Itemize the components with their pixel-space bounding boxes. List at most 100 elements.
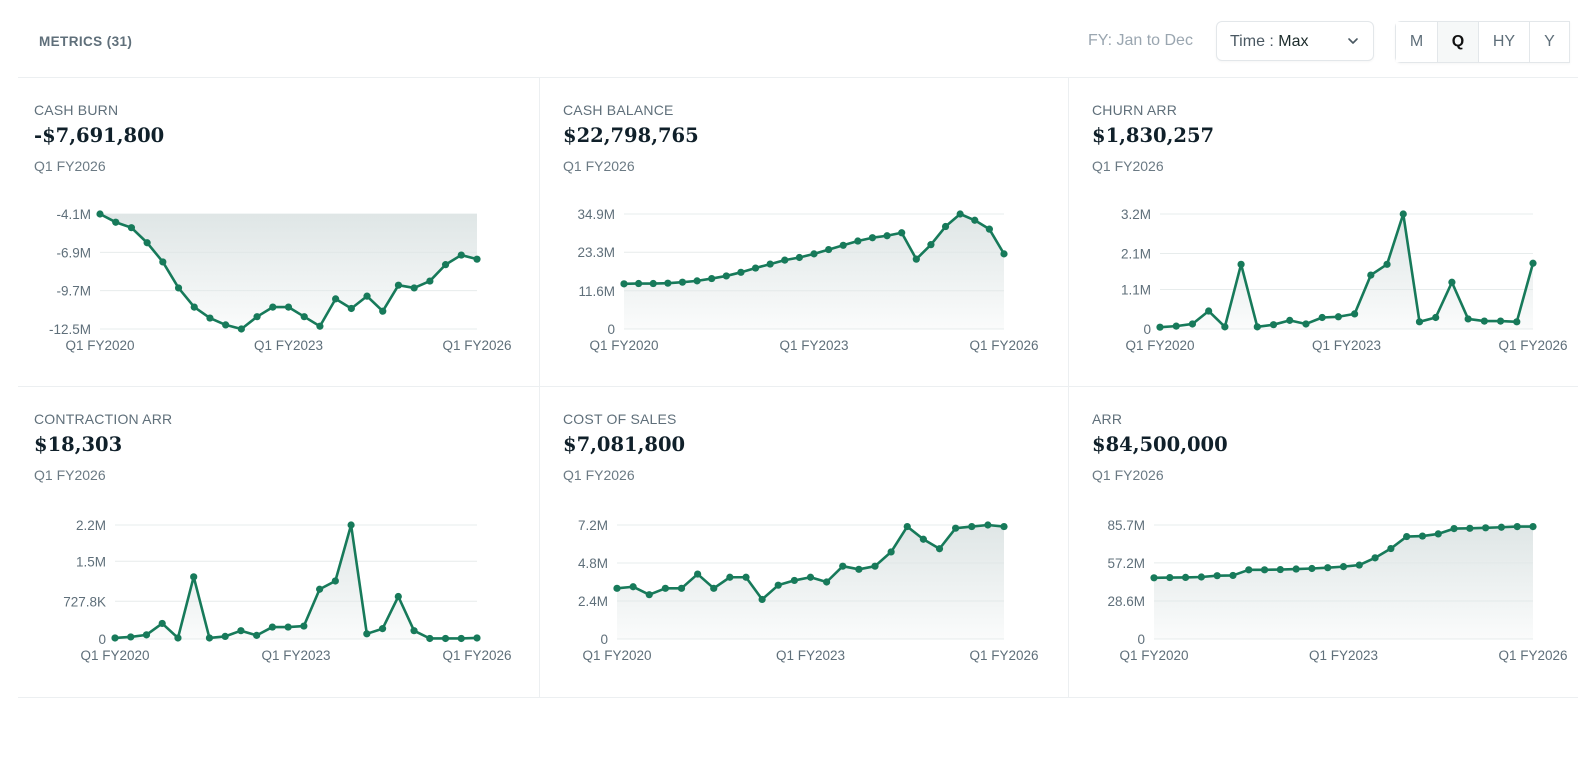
data-point[interactable] <box>127 224 136 232</box>
data-point[interactable] <box>774 581 782 589</box>
data-point[interactable] <box>898 229 906 237</box>
data-point[interactable] <box>883 232 891 240</box>
data-point[interactable] <box>1387 544 1395 553</box>
data-point[interactable] <box>1482 524 1490 532</box>
data-point[interactable] <box>742 573 750 581</box>
data-point[interactable] <box>1529 259 1537 267</box>
data-point[interactable] <box>1000 250 1008 258</box>
metric-card-churn-arr[interactable]: CHURN ARR $1,830,257 Q1 FY2026 3.2M 2.1M 1… <box>1069 78 1578 386</box>
data-point[interactable] <box>854 237 862 245</box>
data-point[interactable] <box>795 253 803 262</box>
data-point[interactable] <box>300 313 308 321</box>
data-point[interactable] <box>269 303 277 311</box>
data-point[interactable] <box>1351 310 1359 318</box>
data-point[interactable] <box>316 585 324 593</box>
data-point[interactable] <box>1229 571 1237 580</box>
data-point[interactable] <box>984 521 992 529</box>
data-point[interactable] <box>823 578 831 586</box>
data-point[interactable] <box>871 562 879 570</box>
data-point[interactable] <box>941 222 950 231</box>
data-point[interactable] <box>613 584 621 592</box>
data-point[interactable] <box>268 623 276 631</box>
data-point[interactable] <box>410 284 418 292</box>
data-point[interactable] <box>378 625 387 633</box>
data-point[interactable] <box>112 218 120 226</box>
data-point[interactable] <box>441 634 450 643</box>
data-point[interactable] <box>927 241 935 249</box>
data-point[interactable] <box>710 584 718 592</box>
data-point[interactable] <box>1253 323 1261 331</box>
data-point[interactable] <box>1324 564 1332 572</box>
data-point[interactable] <box>1197 573 1205 581</box>
data-point[interactable] <box>1418 532 1427 540</box>
data-point[interactable] <box>722 272 730 280</box>
data-point[interactable] <box>206 314 214 322</box>
data-point[interactable] <box>379 307 387 315</box>
data-point[interactable] <box>1213 572 1221 580</box>
data-point[interactable] <box>441 261 450 269</box>
data-point[interactable] <box>810 250 818 258</box>
data-point[interactable] <box>363 292 371 300</box>
data-point[interactable] <box>1156 323 1164 331</box>
data-point[interactable] <box>1496 317 1505 325</box>
period-button-quarter[interactable]: Q <box>1438 22 1479 62</box>
data-point[interactable] <box>1403 532 1411 541</box>
data-point[interactable] <box>956 210 964 218</box>
data-point[interactable] <box>620 280 628 288</box>
data-point[interactable] <box>806 573 815 581</box>
data-point[interactable] <box>190 303 198 311</box>
data-point[interactable] <box>766 260 774 268</box>
data-point[interactable] <box>111 634 119 642</box>
data-point[interactable] <box>190 573 198 581</box>
data-point[interactable] <box>677 584 686 592</box>
data-point[interactable] <box>159 258 167 266</box>
data-point[interactable] <box>1292 565 1300 573</box>
metric-card-cash-balance[interactable]: CASH BALANCE $22,798,765 Q1 FY2026 34.9M… <box>540 78 1068 386</box>
data-point[interactable] <box>347 304 355 313</box>
data-point[interactable] <box>253 313 261 321</box>
data-point[interactable] <box>790 576 798 585</box>
data-point[interactable] <box>629 583 637 591</box>
data-point[interactable] <box>855 565 863 573</box>
data-point[interactable] <box>1286 316 1294 324</box>
data-point[interactable] <box>968 522 976 531</box>
data-point[interactable] <box>758 595 766 604</box>
data-point[interactable] <box>825 245 833 254</box>
data-point[interactable] <box>912 255 920 263</box>
data-point[interactable] <box>1466 524 1474 532</box>
data-point[interactable] <box>1513 522 1521 531</box>
data-point[interactable] <box>649 279 657 288</box>
data-point[interactable] <box>694 570 702 578</box>
data-point[interactable] <box>1308 564 1316 573</box>
data-point[interactable] <box>473 634 481 642</box>
data-point[interactable] <box>1371 554 1379 562</box>
data-point[interactable] <box>1181 573 1190 582</box>
data-point[interactable] <box>664 279 672 287</box>
data-point[interactable] <box>1339 563 1348 571</box>
data-point[interactable] <box>222 321 230 329</box>
data-point[interactable] <box>971 216 979 224</box>
data-point[interactable] <box>1434 530 1442 538</box>
period-button-half-year[interactable]: HY <box>1479 22 1530 62</box>
data-point[interactable] <box>394 592 402 601</box>
data-point[interactable] <box>1367 271 1375 279</box>
data-point[interactable] <box>237 325 245 333</box>
data-point[interactable] <box>868 234 877 242</box>
data-point[interactable] <box>935 545 944 553</box>
data-point[interactable] <box>331 577 339 585</box>
data-point[interactable] <box>332 295 340 303</box>
data-point[interactable] <box>363 630 371 638</box>
data-point[interactable] <box>1221 323 1229 331</box>
data-point[interactable] <box>693 277 701 285</box>
data-point[interactable] <box>1355 561 1363 569</box>
data-point[interactable] <box>1260 566 1269 574</box>
data-point[interactable] <box>426 277 434 285</box>
data-point[interactable] <box>1399 210 1407 218</box>
data-point[interactable] <box>1450 524 1458 533</box>
data-point[interactable] <box>678 278 687 286</box>
data-point[interactable] <box>347 521 355 529</box>
metric-card-contraction-arr[interactable]: CONTRACTION ARR $18,303 Q1 FY2026 2.2M 1.… <box>18 387 539 697</box>
data-point[interactable] <box>919 535 927 543</box>
data-point[interactable] <box>903 522 911 531</box>
data-point[interactable] <box>1302 320 1310 328</box>
